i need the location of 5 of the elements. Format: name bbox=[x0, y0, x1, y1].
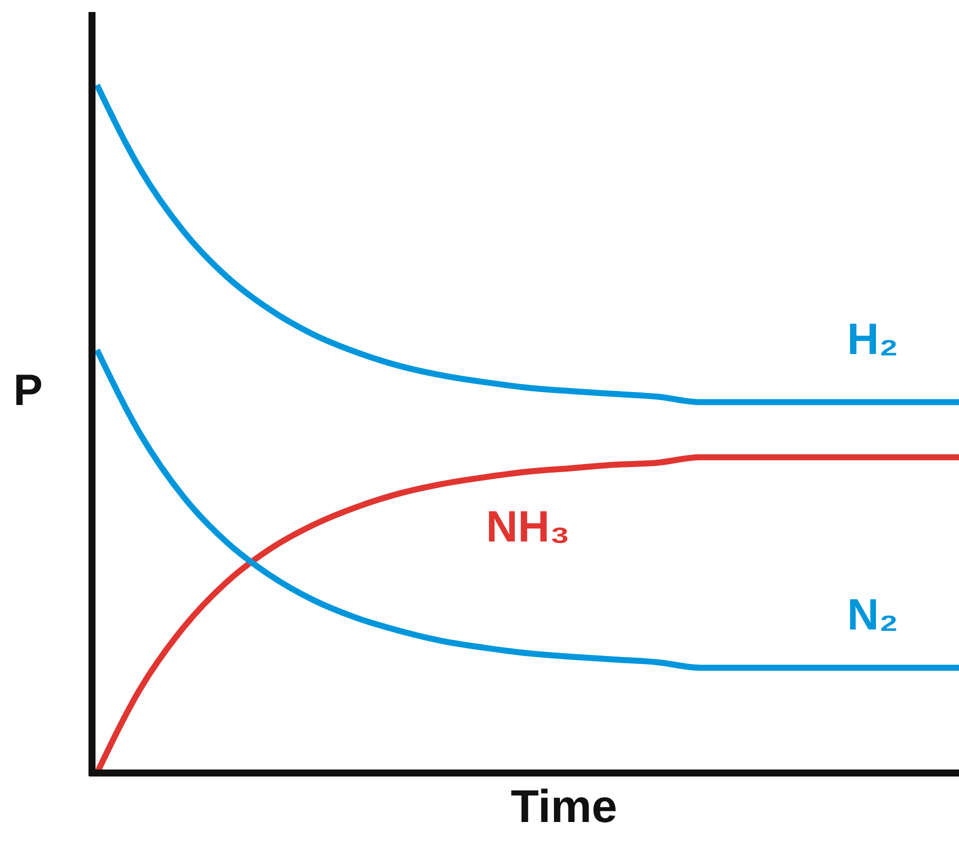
x-axis-title: Time bbox=[510, 780, 618, 832]
series-label: N₂ bbox=[847, 590, 898, 640]
series-label: H₂ bbox=[847, 315, 898, 364]
y-axis-title: P bbox=[13, 366, 43, 415]
series-label: NH₃ bbox=[486, 502, 570, 552]
